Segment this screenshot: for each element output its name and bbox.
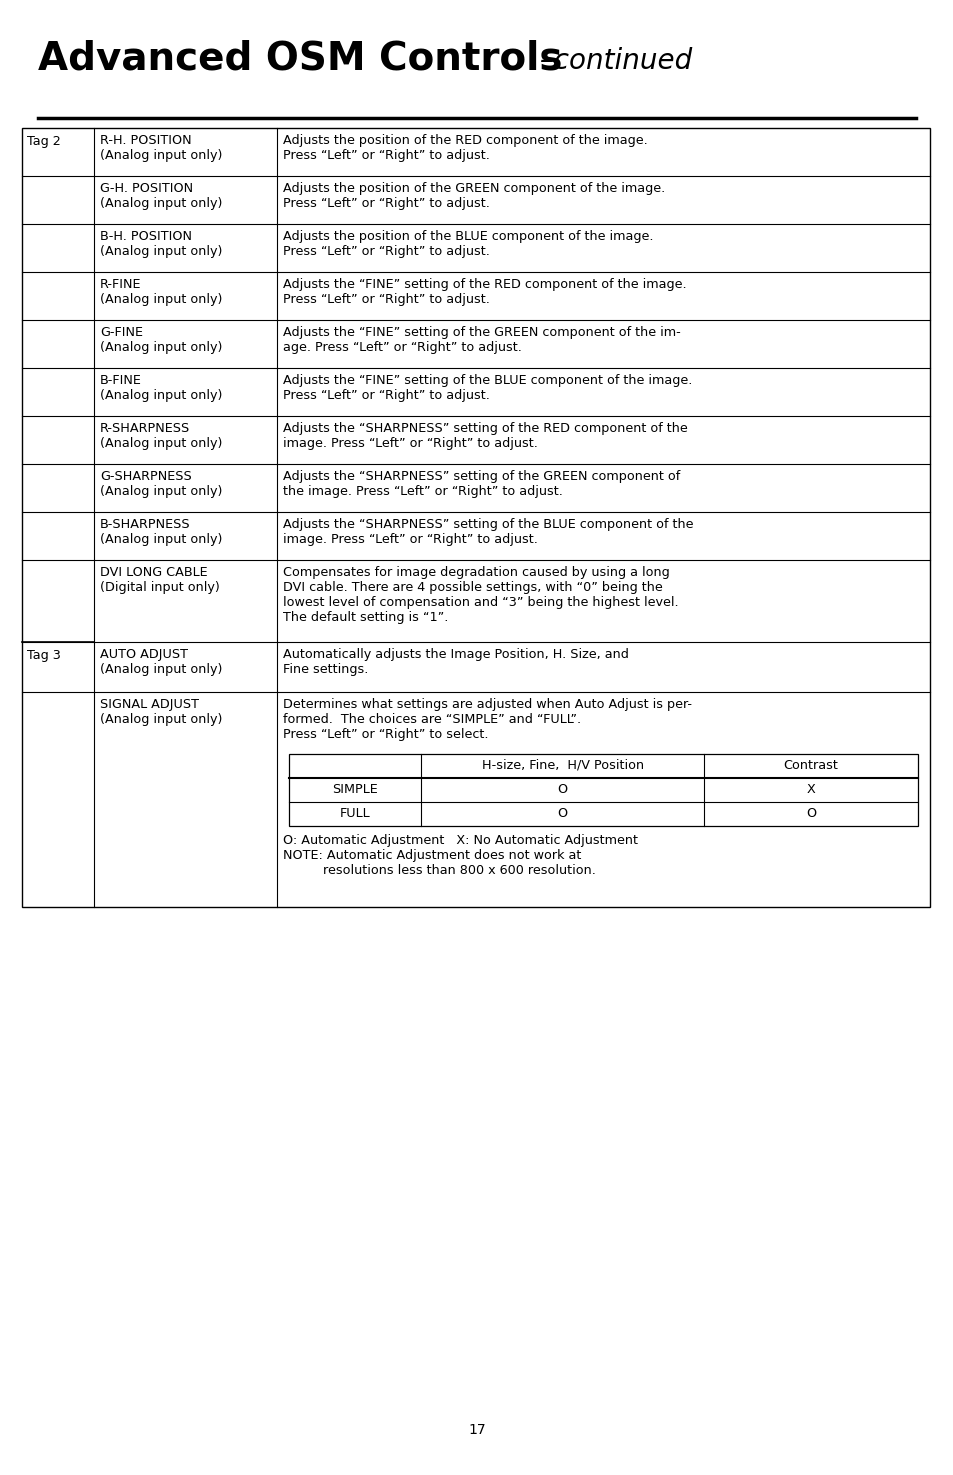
Text: Tag 2: Tag 2	[27, 136, 61, 148]
Text: B-H. POSITION
(Analog input only): B-H. POSITION (Analog input only)	[100, 230, 222, 258]
Text: Adjusts the position of the GREEN component of the image.
Press “Left” or “Right: Adjusts the position of the GREEN compon…	[283, 181, 664, 209]
Text: Adjusts the “SHARPNESS” setting of the BLUE component of the
image. Press “Left”: Adjusts the “SHARPNESS” setting of the B…	[283, 518, 693, 546]
Text: O: O	[557, 807, 567, 820]
Text: SIGNAL ADJUST
(Analog input only): SIGNAL ADJUST (Analog input only)	[100, 698, 222, 726]
Text: AUTO ADJUST
(Analog input only): AUTO ADJUST (Analog input only)	[100, 648, 222, 676]
Text: 17: 17	[468, 1423, 485, 1437]
Text: Advanced OSM Controls: Advanced OSM Controls	[38, 40, 562, 78]
Bar	[289, 754, 917, 826]
Bar	[22, 128, 929, 907]
Text: O: O	[805, 807, 815, 820]
Text: G-H. POSITION
(Analog input only): G-H. POSITION (Analog input only)	[100, 181, 222, 209]
Text: R-SHARPNESS
(Analog input only): R-SHARPNESS (Analog input only)	[100, 422, 222, 450]
Text: Adjusts the “FINE” setting of the GREEN component of the im-
age. Press “Left” o: Adjusts the “FINE” setting of the GREEN …	[283, 326, 680, 354]
Text: X: X	[806, 783, 815, 796]
Text: H-size, Fine,  H/V Position: H-size, Fine, H/V Position	[481, 760, 643, 771]
Text: Adjusts the “SHARPNESS” setting of the RED component of the
image. Press “Left” : Adjusts the “SHARPNESS” setting of the R…	[283, 422, 687, 450]
Text: Adjusts the “FINE” setting of the BLUE component of the image.
Press “Left” or “: Adjusts the “FINE” setting of the BLUE c…	[283, 375, 692, 403]
Text: SIMPLE: SIMPLE	[332, 783, 377, 796]
Text: B-SHARPNESS
(Analog input only): B-SHARPNESS (Analog input only)	[100, 518, 222, 546]
Text: Determines what settings are adjusted when Auto Adjust is per-
formed.  The choi: Determines what settings are adjusted wh…	[283, 698, 691, 740]
Text: R-H. POSITION
(Analog input only): R-H. POSITION (Analog input only)	[100, 134, 222, 162]
Text: Adjusts the position of the BLUE component of the image.
Press “Left” or “Right”: Adjusts the position of the BLUE compone…	[283, 230, 653, 258]
Text: Automatically adjusts the Image Position, H. Size, and
Fine settings.: Automatically adjusts the Image Position…	[283, 648, 628, 676]
Text: O: Automatic Adjustment   X: No Automatic Adjustment
NOTE: Automatic Adjustment : O: Automatic Adjustment X: No Automatic …	[283, 833, 638, 878]
Text: Adjusts the “FINE” setting of the RED component of the image.
Press “Left” or “R: Adjusts the “FINE” setting of the RED co…	[283, 277, 686, 305]
Text: G-SHARPNESS
(Analog input only): G-SHARPNESS (Analog input only)	[100, 471, 222, 499]
Text: –continued: –continued	[531, 47, 692, 75]
Text: Compensates for image degradation caused by using a long
DVI cable. There are 4 : Compensates for image degradation caused…	[283, 566, 678, 624]
Text: B-FINE
(Analog input only): B-FINE (Analog input only)	[100, 375, 222, 403]
Text: Adjusts the “SHARPNESS” setting of the GREEN component of
the image. Press “Left: Adjusts the “SHARPNESS” setting of the G…	[283, 471, 679, 499]
Text: DVI LONG CABLE
(Digital input only): DVI LONG CABLE (Digital input only)	[100, 566, 219, 594]
Text: R-FINE
(Analog input only): R-FINE (Analog input only)	[100, 277, 222, 305]
Text: FULL: FULL	[339, 807, 370, 820]
Text: Adjusts the position of the RED component of the image.
Press “Left” or “Right” : Adjusts the position of the RED componen…	[283, 134, 647, 162]
Text: Tag 3: Tag 3	[27, 649, 61, 662]
Text: G-FINE
(Analog input only): G-FINE (Analog input only)	[100, 326, 222, 354]
Text: Contrast: Contrast	[782, 760, 838, 771]
Text: O: O	[557, 783, 567, 796]
